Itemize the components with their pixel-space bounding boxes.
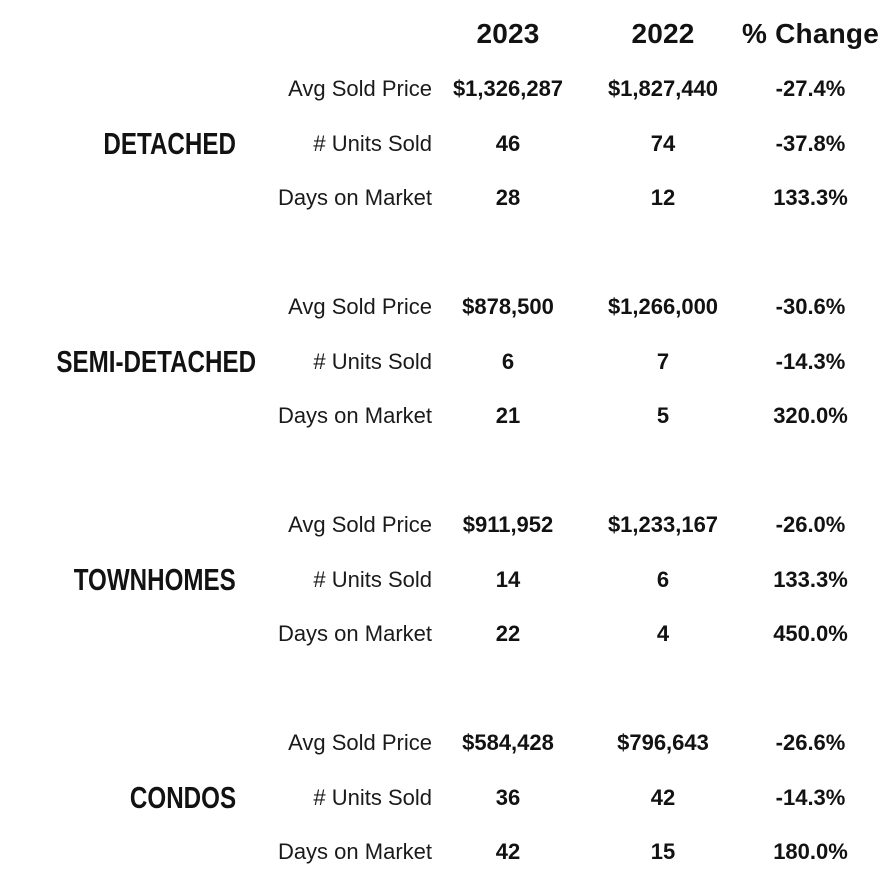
value-pct-change: -26.6% bbox=[775, 730, 846, 756]
metric-label: Avg Sold Price bbox=[288, 294, 432, 320]
table-row: Days on Market 21 5 320.0% bbox=[0, 389, 879, 444]
header-empty-cell bbox=[250, 0, 432, 62]
value-2022: 42 bbox=[650, 784, 676, 810]
value-pct-change: 133.3% bbox=[773, 566, 848, 592]
value-2022: 74 bbox=[650, 130, 676, 156]
table-row: TOWNHOMES Avg Sold Price $911,952 $1,233… bbox=[0, 498, 879, 597]
column-header-2022: 2022 bbox=[631, 18, 695, 49]
value-2023: 22 bbox=[495, 621, 521, 647]
metric-label: # Units Sold bbox=[313, 348, 432, 374]
header-row: 2023 2022 % Change bbox=[0, 0, 879, 62]
value-2023: $1,326,287 bbox=[452, 76, 564, 102]
value-2022: $1,233,167 bbox=[607, 512, 719, 538]
metric-label: Days on Market bbox=[277, 621, 432, 647]
metric-label: Days on Market bbox=[277, 839, 432, 865]
value-pct-change: -26.0% bbox=[775, 512, 846, 538]
value-pct-change: 450.0% bbox=[773, 621, 848, 647]
table-row: # Units Sold 36 42 -14.3% bbox=[0, 771, 879, 826]
value-pct-change: -30.6% bbox=[775, 294, 846, 320]
value-2022: $1,266,000 bbox=[607, 294, 719, 320]
value-2022: 15 bbox=[650, 839, 676, 865]
value-2023: 21 bbox=[495, 403, 521, 429]
value-2022: 4 bbox=[656, 621, 670, 647]
section-spacer bbox=[0, 662, 879, 717]
value-pct-change: -14.3% bbox=[775, 784, 846, 810]
column-header-pct-change: % Change bbox=[742, 18, 879, 49]
table-row: Days on Market 28 12 133.3% bbox=[0, 171, 879, 226]
section-spacer bbox=[0, 444, 879, 499]
value-2023: $584,428 bbox=[462, 730, 554, 756]
category-label: TOWNHOMES bbox=[73, 561, 236, 597]
value-2022: 12 bbox=[650, 185, 676, 211]
category-cell-semi-detached: SEMI-DETACHED bbox=[0, 280, 256, 444]
table-row: Days on Market 42 15 180.0% bbox=[0, 825, 879, 880]
table-row: CONDOS Avg Sold Price $584,428 $796,643 … bbox=[0, 716, 879, 815]
table-row: # Units Sold 6 7 -14.3% bbox=[0, 335, 879, 390]
table-row: Days on Market 22 4 450.0% bbox=[0, 607, 879, 662]
value-2022: 5 bbox=[656, 403, 670, 429]
table-row: # Units Sold 14 6 133.3% bbox=[0, 553, 879, 608]
value-2022: $796,643 bbox=[617, 730, 709, 756]
value-2023: 28 bbox=[495, 185, 521, 211]
metric-label: # Units Sold bbox=[313, 784, 432, 810]
value-pct-change: 180.0% bbox=[773, 839, 848, 865]
category-label: DETACHED bbox=[103, 125, 236, 161]
metric-label: Days on Market bbox=[277, 185, 432, 211]
value-pct-change: -14.3% bbox=[775, 348, 846, 374]
metric-label: Avg Sold Price bbox=[288, 512, 432, 538]
column-header-2023: 2023 bbox=[476, 18, 540, 49]
value-2023: 36 bbox=[495, 784, 521, 810]
value-2023: 46 bbox=[495, 130, 521, 156]
value-pct-change: -37.8% bbox=[775, 130, 846, 156]
metric-label: Days on Market bbox=[277, 403, 432, 429]
table-row: DETACHED Avg Sold Price $1,326,287 $1,82… bbox=[0, 62, 879, 161]
value-2023: 6 bbox=[501, 348, 515, 374]
category-cell-detached: DETACHED bbox=[0, 62, 250, 226]
value-pct-change: 320.0% bbox=[773, 403, 848, 429]
value-2022: 6 bbox=[656, 566, 670, 592]
section-spacer bbox=[0, 226, 879, 281]
value-2023: $878,500 bbox=[462, 294, 554, 320]
table-row: SEMI-DETACHED Avg Sold Price $878,500 $1… bbox=[0, 280, 879, 379]
category-label: CONDOS bbox=[129, 779, 236, 815]
value-2023: 42 bbox=[495, 839, 521, 865]
category-cell-condos: CONDOS bbox=[0, 716, 250, 880]
category-cell-townhomes: TOWNHOMES bbox=[0, 498, 250, 662]
metric-label: # Units Sold bbox=[313, 130, 432, 156]
category-label: SEMI-DETACHED bbox=[56, 343, 257, 379]
value-pct-change: -27.4% bbox=[775, 76, 846, 102]
value-2023: $911,952 bbox=[462, 512, 554, 538]
metric-label: # Units Sold bbox=[313, 566, 432, 592]
table-row: # Units Sold 46 74 -37.8% bbox=[0, 117, 879, 172]
value-2023: 14 bbox=[495, 566, 521, 592]
value-pct-change: 133.3% bbox=[773, 185, 848, 211]
header-empty-cell bbox=[0, 0, 250, 62]
value-2022: 7 bbox=[656, 348, 670, 374]
metric-label: Avg Sold Price bbox=[288, 730, 432, 756]
value-2022: $1,827,440 bbox=[607, 76, 719, 102]
metric-label: Avg Sold Price bbox=[288, 76, 432, 102]
